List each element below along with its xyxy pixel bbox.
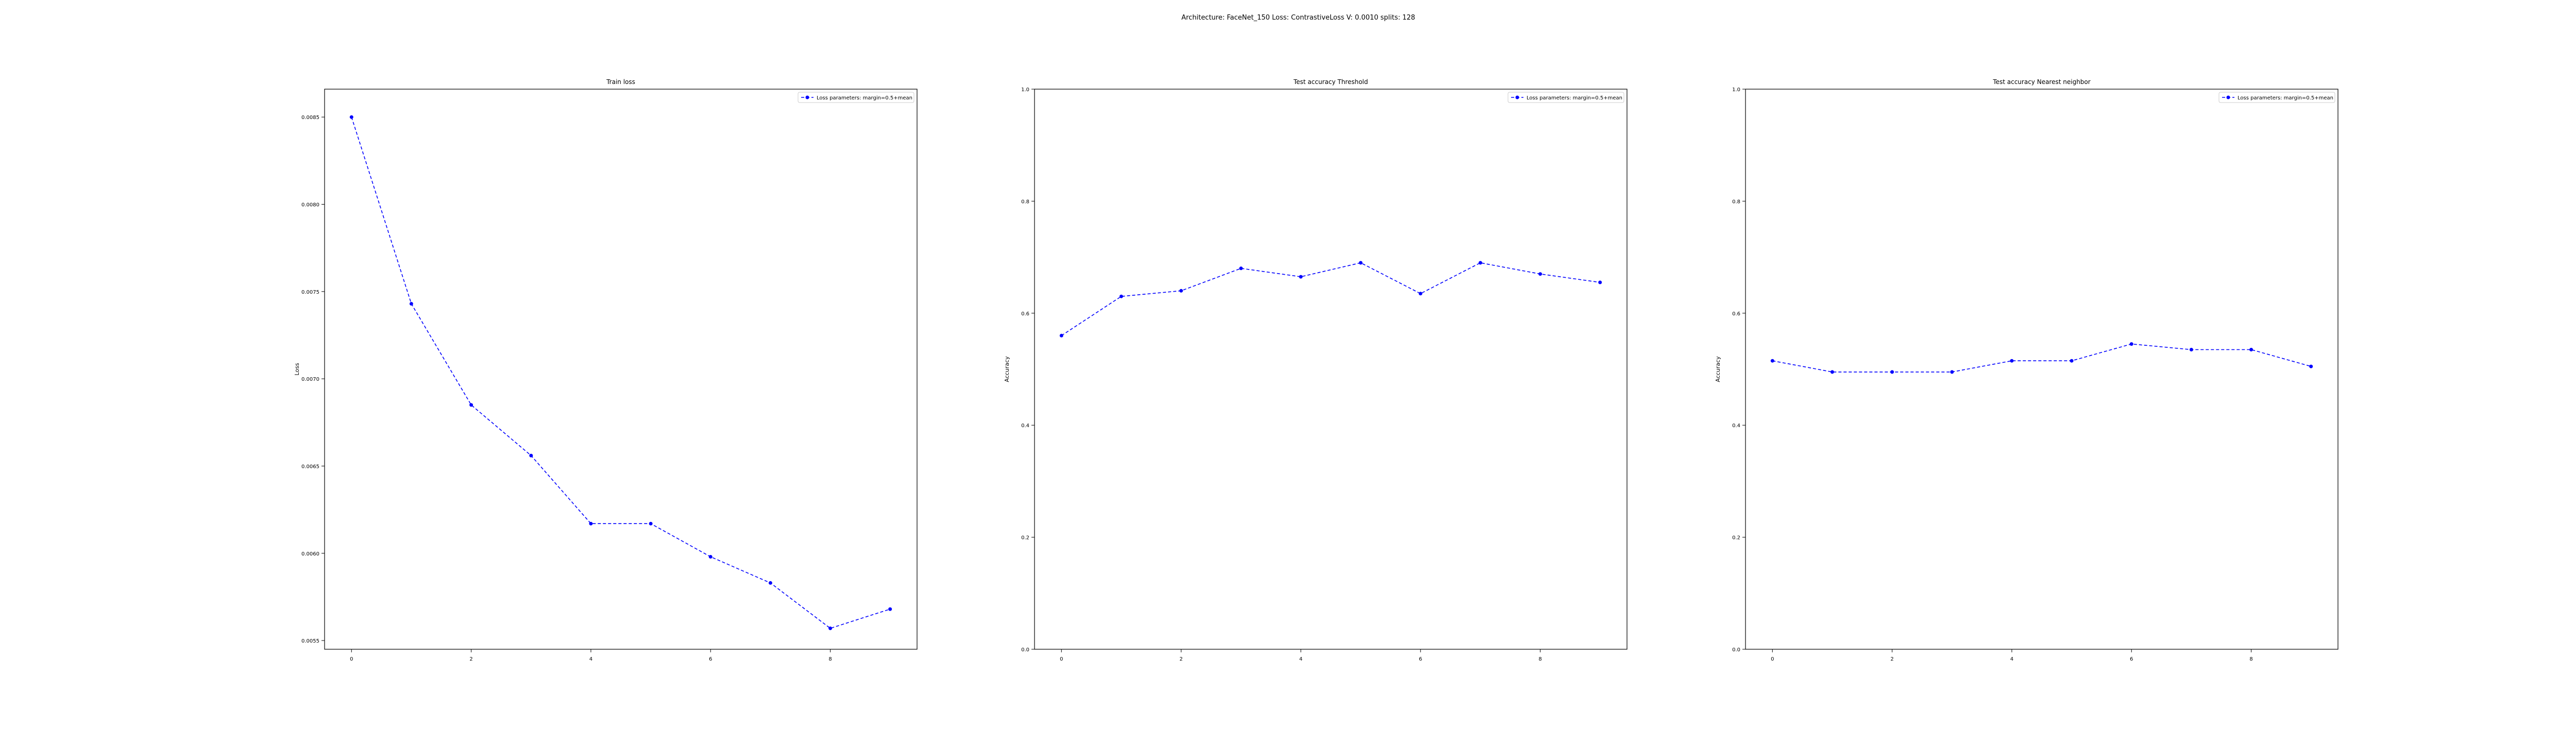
y-tick-label: 0.6 [1732, 311, 1740, 317]
legend-label: Loss parameters: margin=0.5+mean [1527, 95, 1622, 101]
legend: Loss parameters: margin=0.5+mean [2218, 92, 2335, 103]
data-point [589, 521, 593, 526]
data-point [2309, 364, 2313, 368]
data-point [1598, 280, 1602, 284]
y-axis-label: Accuracy [1004, 356, 1010, 382]
x-tick-label: 0 [1771, 656, 1774, 662]
legend-box [2218, 92, 2335, 103]
y-tick-label: 0.4 [1732, 423, 1740, 429]
data-point [1179, 289, 1183, 293]
y-tick-label: 0.0055 [301, 638, 319, 644]
data-point [349, 115, 353, 119]
data-point [1478, 261, 1482, 265]
x-tick-label: 4 [1299, 656, 1302, 662]
legend-box [1507, 92, 1624, 103]
y-tick-label: 0.0080 [301, 202, 319, 208]
chart-panel-3: Test accuracy Nearest neighbor 0 2 4 6 8 0.0 0.… [1715, 78, 2338, 662]
series-line [1772, 343, 2311, 373]
y-tick-label: 0.0065 [301, 464, 319, 469]
data-point [1299, 275, 1303, 279]
x-tick-label: 8 [2249, 656, 2252, 662]
chart-title: Train loss [606, 78, 635, 86]
data-point [1950, 370, 1954, 374]
figure-suptitle: Architecture: FaceNet_150 Loss: Contrast… [1181, 14, 1415, 22]
data-point [2189, 348, 2193, 351]
data-point [1059, 333, 1063, 338]
y-tick-label: 0.0 [1021, 647, 1029, 653]
data-point [409, 302, 413, 306]
chart-panel-1: Train loss 0 2 4 6 8 0.0055 0.0060 0.0065 0.0070 0… [294, 78, 918, 662]
data-point [708, 555, 713, 559]
y-tick-label: 0.4 [1021, 423, 1029, 429]
x-tick-label: 2 [1890, 656, 1893, 662]
data-point [529, 453, 533, 458]
y-tick-label: 0.0075 [301, 290, 319, 295]
legend: Loss parameters: margin=0.5+mean [798, 92, 914, 103]
x-tick-label: 0 [1060, 656, 1063, 662]
data-point [1119, 294, 1123, 298]
data-point [2070, 359, 2074, 363]
x-tick-label: 6 [2130, 656, 2133, 662]
y-tick-label: 0.0060 [301, 551, 319, 557]
x-tick-label: 4 [2010, 656, 2013, 662]
x-tick-label: 8 [828, 656, 832, 662]
data-point [1359, 261, 1363, 265]
y-axis-label: Loss [294, 363, 300, 375]
series-line [1061, 262, 1600, 336]
chart-panel-2: Test accuracy Threshold 0 2 4 6 8 0.0 0.2 0.4 0.6… [1004, 78, 1628, 662]
y-tick-label: 0.2 [1732, 535, 1740, 541]
y-tick-label: 1.0 [1732, 87, 1740, 93]
axes-frame [324, 89, 918, 650]
axes-frame [1034, 89, 1628, 650]
axes-frame [1745, 89, 2338, 650]
legend-label: Loss parameters: margin=0.5+mean [817, 95, 912, 101]
y-tick-label: 0.2 [1021, 535, 1029, 541]
data-point [1890, 370, 1894, 374]
chart-title: Test accuracy Threshold [1293, 78, 1368, 86]
series-line [351, 116, 890, 629]
y-tick-label: 0.8 [1021, 199, 1029, 205]
data-point [2010, 359, 2014, 363]
x-tick-label: 6 [709, 656, 712, 662]
legend-marker [1515, 95, 1519, 99]
data-point [469, 403, 473, 407]
data-point [649, 521, 653, 526]
data-point [2129, 342, 2133, 346]
x-tick-label: 2 [469, 656, 472, 662]
legend-marker [2226, 95, 2230, 99]
y-tick-label: 0.8 [1732, 199, 1740, 205]
x-tick-label: 8 [1538, 656, 1541, 662]
y-tick-label: 0.0070 [301, 377, 319, 382]
y-tick-label: 1.0 [1021, 87, 1029, 93]
data-point [1538, 272, 1543, 276]
data-point [1830, 370, 1834, 374]
legend-box [798, 92, 914, 103]
data-point [888, 607, 892, 611]
x-tick-label: 0 [350, 656, 353, 662]
legend: Loss parameters: margin=0.5+mean [1507, 92, 1624, 103]
data-point [828, 626, 833, 630]
y-axis-label: Accuracy [1715, 356, 1721, 382]
data-point [1770, 359, 1774, 363]
legend-marker [805, 95, 809, 99]
data-point [2249, 348, 2253, 351]
data-point [1239, 266, 1243, 271]
legend-label: Loss parameters: margin=0.5+mean [2238, 95, 2333, 101]
x-tick-label: 2 [1179, 656, 1182, 662]
x-tick-label: 4 [589, 656, 592, 662]
data-point [1418, 292, 1422, 296]
y-tick-label: 0.0 [1732, 647, 1740, 653]
y-tick-label: 0.0085 [301, 115, 319, 121]
chart-title: Test accuracy Nearest neighbor [1992, 78, 2090, 86]
x-tick-label: 6 [1419, 656, 1422, 662]
data-point [768, 581, 772, 585]
y-tick-label: 0.6 [1021, 311, 1029, 317]
